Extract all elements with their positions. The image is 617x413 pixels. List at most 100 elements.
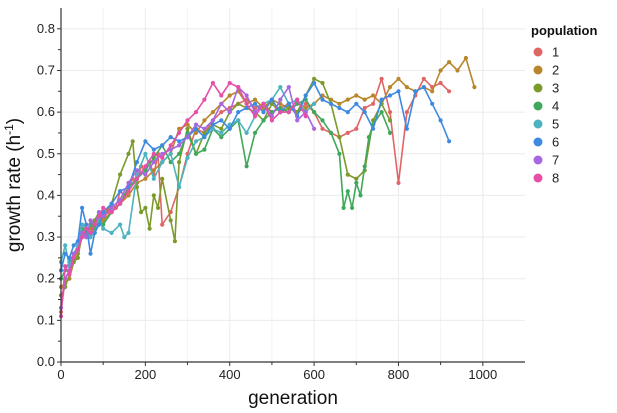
y-axis-title-close: ) (4, 118, 25, 124)
data-point (118, 172, 123, 177)
data-point (210, 126, 215, 131)
data-point (371, 118, 376, 123)
data-point (101, 214, 106, 219)
legend-item-6: 6 (533, 135, 559, 150)
data-point (341, 205, 346, 210)
data-point (84, 222, 89, 227)
data-point (101, 205, 106, 210)
data-point (227, 110, 232, 115)
legend-item-1: 1 (533, 45, 559, 60)
legend-marker (533, 47, 543, 57)
data-point (244, 101, 249, 106)
data-point (244, 105, 249, 111)
legend-label: 2 (552, 63, 559, 78)
data-point (151, 155, 156, 160)
legend-label: 8 (552, 171, 559, 186)
data-point (387, 85, 393, 90)
data-point (295, 118, 300, 123)
data-point (286, 110, 291, 115)
data-point (286, 101, 291, 106)
data-point (185, 126, 190, 131)
data-point (252, 110, 258, 115)
legend-marker (533, 137, 543, 147)
data-point (109, 230, 114, 235)
data-point (177, 151, 182, 156)
data-point (177, 160, 182, 165)
data-point (92, 230, 97, 235)
data-point (396, 76, 401, 81)
data-point (63, 243, 68, 248)
legend-label: 1 (552, 45, 559, 60)
data-point (312, 110, 317, 115)
data-point (379, 97, 384, 102)
x-tick-label: 600 (303, 367, 325, 382)
data-point (134, 172, 139, 177)
data-point (328, 130, 334, 135)
series-line-6 (60, 82, 450, 271)
data-point (312, 80, 317, 86)
data-point (387, 130, 393, 135)
data-point (328, 101, 334, 106)
data-point (185, 122, 190, 127)
y-tick-label: 0.6 (37, 104, 55, 119)
data-point (168, 143, 173, 148)
data-point (244, 164, 249, 169)
data-point (67, 272, 72, 277)
data-point (126, 230, 131, 235)
legend-item-4: 4 (533, 99, 559, 114)
y-tick-label: 0.4 (37, 187, 55, 202)
data-point (362, 164, 367, 169)
x-tick-label: 0 (57, 367, 64, 382)
data-point (219, 101, 224, 106)
data-point (168, 147, 173, 152)
data-point (252, 97, 258, 102)
series-8 (58, 80, 308, 319)
data-point (438, 68, 443, 73)
data-point (109, 201, 114, 206)
data-point (155, 205, 161, 210)
data-point (236, 85, 241, 90)
data-point (269, 101, 274, 106)
y-tick-label: 0.7 (37, 62, 55, 77)
data-point (134, 176, 139, 181)
y-tick-label: 0.3 (37, 229, 55, 244)
data-point (244, 93, 249, 98)
data-point (358, 193, 363, 198)
data-point (252, 114, 258, 119)
data-point (210, 110, 215, 115)
data-point (168, 151, 173, 156)
data-point (143, 164, 148, 169)
data-point (177, 143, 182, 148)
data-point (139, 210, 144, 215)
legend-label: 3 (552, 81, 559, 96)
x-tick-label: 400 (219, 367, 241, 382)
data-point (244, 130, 249, 135)
y-tick-label: 0.1 (37, 312, 55, 327)
data-point (67, 255, 72, 260)
data-point (345, 130, 350, 135)
x-tick-label: 800 (388, 367, 410, 382)
data-point (202, 97, 207, 102)
data-point (185, 155, 190, 160)
data-point (160, 222, 165, 227)
data-point (286, 105, 291, 111)
data-point (387, 118, 393, 123)
data-point (295, 97, 300, 102)
legend-marker (533, 119, 543, 129)
data-point (337, 105, 342, 111)
data-point (345, 97, 350, 102)
legend-label: 4 (552, 99, 559, 114)
data-point (147, 226, 152, 231)
data-point (143, 139, 148, 144)
data-point (172, 239, 177, 244)
data-point (219, 126, 224, 131)
data-point (472, 85, 477, 90)
data-point (413, 89, 418, 94)
data-point (151, 168, 156, 173)
legend-marker (533, 65, 543, 75)
data-point (143, 168, 148, 173)
data-point (143, 205, 148, 210)
data-point (404, 85, 409, 90)
data-point (109, 210, 114, 215)
data-point (151, 176, 156, 181)
